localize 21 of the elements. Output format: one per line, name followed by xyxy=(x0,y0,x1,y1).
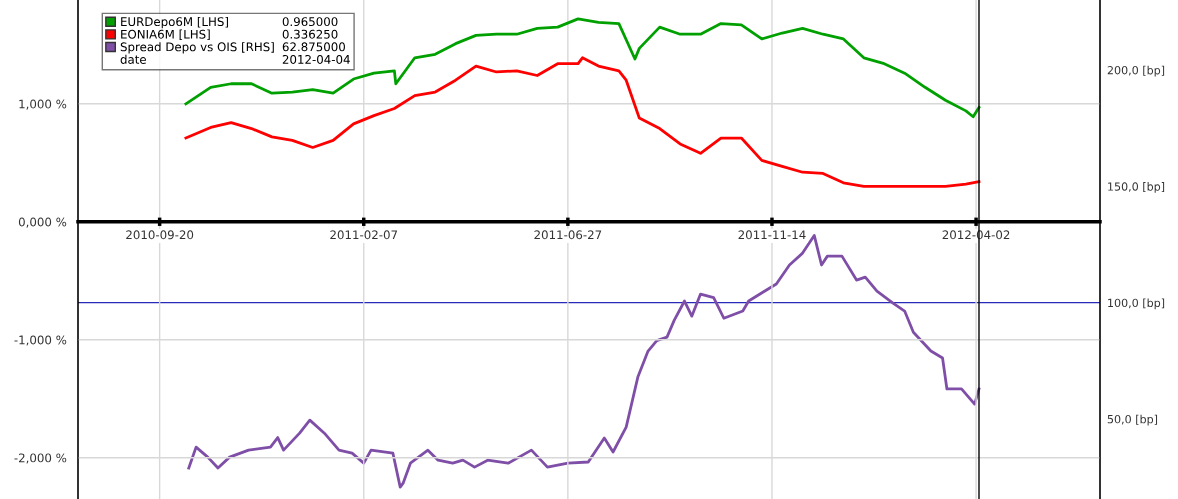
x-tick-label: 2011-11-14 xyxy=(738,230,806,240)
y2-tick-label: 100,0 [bp] xyxy=(1108,298,1165,310)
y2-tick-label: 50,0 [bp] xyxy=(1107,414,1158,426)
y-tick-label: -1,000 % xyxy=(14,335,67,346)
x-tick-label: 2011-06-27 xyxy=(534,230,602,240)
y-tick-label: -2,000 % xyxy=(14,453,67,464)
x-tick-label: 2010-09-20 xyxy=(126,230,194,240)
y2-tick-label: 200,0 [bp] xyxy=(1107,65,1165,77)
annotation: date xyxy=(120,54,146,64)
annotation: 2012-04-04 xyxy=(282,54,350,64)
legend-label: Spread Depo vs OIS [RHS] xyxy=(120,42,274,54)
annotation: 0.965000 xyxy=(282,17,338,27)
legend-label: EONIA6M [LHS] xyxy=(121,29,210,41)
y2-tick-label: 150,0 [bp] xyxy=(1108,182,1165,193)
y-tick-label: 0,000 % xyxy=(18,217,67,228)
annotation: 62.875000 xyxy=(282,42,345,52)
annotation: 0.336250 xyxy=(282,29,338,39)
line-series xyxy=(184,56,981,188)
legend-label: EURDepo6M [LHS] xyxy=(121,16,228,29)
x-tick-label: 2011-02-07 xyxy=(330,230,398,240)
y-tick-label: 1,000 % xyxy=(19,99,67,110)
